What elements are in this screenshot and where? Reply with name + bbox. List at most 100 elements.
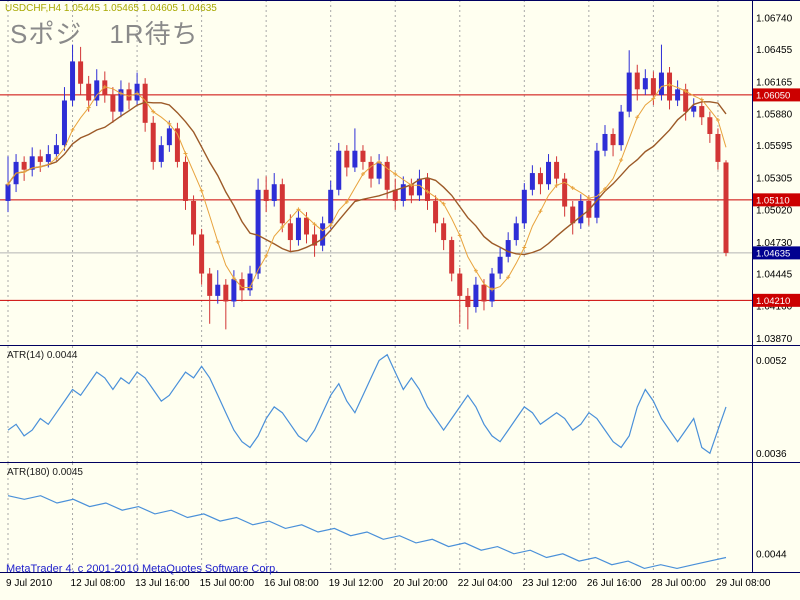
bull-candle bbox=[53, 145, 59, 155]
svg-text:1.05110: 1.05110 bbox=[756, 195, 790, 206]
indicator-axis-label: 0.0044 bbox=[756, 549, 787, 560]
atr14-indicator-label: ATR(14) 0.0044 bbox=[7, 350, 78, 361]
bull-candle bbox=[594, 150, 600, 218]
price-axis-label: 1.06740 bbox=[756, 13, 793, 24]
price-axis-label: 1.05305 bbox=[756, 174, 793, 185]
time-axis-label: 16 Jul 08:00 bbox=[264, 578, 319, 589]
bear-candle bbox=[707, 117, 713, 134]
pane-borders bbox=[0, 463, 800, 573]
bear-candle bbox=[537, 173, 543, 185]
bear-candle bbox=[610, 133, 616, 146]
ma-fast-line bbox=[7, 84, 727, 290]
time-axis: 9 Jul 2010 12 Jul 08:00 13 Jul 16:00 15 Jul… bbox=[6, 578, 771, 589]
bear-candle bbox=[207, 273, 213, 296]
indicator-axis-label: 0.0036 bbox=[756, 449, 787, 460]
level-lines bbox=[0, 94, 752, 301]
price-level-tags: 1.06050 1.05110 1.04210 1.04635 bbox=[753, 88, 800, 307]
bear-candle bbox=[465, 295, 471, 308]
bear-candle bbox=[142, 83, 148, 123]
trade-note-annotation: Sポジ 1R待ち bbox=[10, 19, 199, 49]
bear-candle bbox=[174, 128, 180, 162]
copyright-text: MetaTrader 4, c 2001-2010 MetaQuotes Sof… bbox=[6, 563, 279, 575]
price-axis-labels: 1.06740 1.06455 1.06165 1.05880 1.05595 1.053… bbox=[756, 13, 793, 344]
time-axis-label: 29 Jul 08:00 bbox=[716, 578, 771, 589]
bull-candle bbox=[578, 200, 584, 224]
main-price-pane[interactable]: 1.06740 1.06455 1.06165 1.05880 1.05595 1.053… bbox=[0, 0, 800, 346]
bear-candle bbox=[481, 284, 487, 302]
price-axis-label: 1.05595 bbox=[756, 141, 793, 152]
price-axis-label: 1.03870 bbox=[756, 334, 793, 345]
bear-candle bbox=[110, 94, 116, 112]
indicator-polyline bbox=[7, 353, 727, 455]
bear-candle bbox=[360, 150, 366, 162]
bear-candle bbox=[344, 150, 350, 168]
bull-candle bbox=[94, 80, 100, 101]
bull-candle bbox=[529, 173, 535, 190]
indicator-axis-labels: 0.0052 0.0036 bbox=[756, 356, 787, 460]
indicator-line bbox=[7, 495, 727, 570]
time-axis-label: 19 Jul 12:00 bbox=[329, 578, 384, 589]
bull-candle bbox=[376, 161, 382, 179]
bull-candle bbox=[231, 279, 237, 302]
symbol-ohlc-label: USDCHF,H4 1.05445 1.05465 1.04605 1.0463… bbox=[5, 3, 217, 14]
bear-candle bbox=[723, 162, 729, 253]
bull-candle bbox=[5, 184, 11, 201]
bear-candle bbox=[312, 234, 318, 246]
price-axis-label: 1.04445 bbox=[756, 270, 793, 281]
time-axis-label: 9 Jul 2010 bbox=[6, 578, 53, 589]
bull-candle bbox=[691, 106, 697, 112]
bear-candle bbox=[457, 273, 463, 296]
bear-candle bbox=[699, 106, 705, 118]
svg-text:1.04635: 1.04635 bbox=[756, 248, 790, 259]
time-axis-labels: 9 Jul 2010 12 Jul 08:00 13 Jul 16:00 15 Jul… bbox=[6, 578, 771, 589]
bear-candle bbox=[239, 279, 245, 291]
indicator-line bbox=[7, 353, 727, 455]
bear-candle bbox=[287, 223, 293, 241]
price-axis-label: 1.05880 bbox=[756, 109, 793, 120]
bull-candle bbox=[497, 256, 503, 274]
pane-borders bbox=[0, 346, 800, 463]
indicator-axis-label: 0.0052 bbox=[756, 356, 787, 367]
bear-candle bbox=[562, 178, 568, 207]
bull-candle bbox=[416, 178, 422, 196]
time-axis-label: 22 Jul 04:00 bbox=[458, 578, 513, 589]
candles bbox=[5, 44, 729, 330]
bear-candle bbox=[223, 284, 229, 302]
bull-candle bbox=[328, 189, 334, 224]
bull-candle bbox=[158, 145, 164, 162]
bull-candle bbox=[521, 189, 527, 224]
time-axis-label: 20 Jul 20:00 bbox=[393, 578, 448, 589]
price-axis-label: 1.05020 bbox=[756, 205, 793, 216]
bull-candle bbox=[513, 223, 519, 241]
bear-candle bbox=[449, 240, 455, 274]
bear-candle bbox=[199, 234, 205, 274]
bull-candle bbox=[166, 128, 172, 146]
bull-candle bbox=[352, 150, 358, 168]
bull-candle bbox=[255, 189, 261, 274]
price-axis-label: 1.06165 bbox=[756, 78, 793, 89]
svg-text:1.06050: 1.06050 bbox=[756, 90, 790, 101]
bear-candle bbox=[384, 161, 390, 190]
bull-candle bbox=[505, 240, 511, 257]
atr14-pane[interactable]: 0.0052 0.0036 bbox=[0, 346, 800, 463]
bull-candle bbox=[336, 150, 342, 190]
atr180-indicator-label: ATR(180) 0.0045 bbox=[7, 467, 83, 478]
bear-candle bbox=[182, 161, 188, 201]
grid-lines bbox=[7, 346, 719, 462]
bear-candle bbox=[634, 72, 640, 90]
svg-text:1.04210: 1.04210 bbox=[756, 296, 790, 307]
bull-candle bbox=[61, 100, 67, 146]
bear-candle bbox=[554, 161, 560, 179]
bull-candle bbox=[70, 61, 76, 101]
bull-candle bbox=[642, 78, 648, 90]
bear-candle bbox=[441, 223, 447, 241]
bull-candle bbox=[247, 273, 253, 291]
level-price-tag bbox=[753, 293, 800, 307]
bear-candle bbox=[86, 83, 92, 101]
bear-candle bbox=[191, 200, 197, 235]
bear-candle bbox=[392, 189, 398, 201]
price-axis-label: 1.06455 bbox=[756, 45, 793, 56]
atr180-pane[interactable]: 0.0044 bbox=[0, 463, 800, 573]
bull-candle bbox=[675, 89, 681, 101]
